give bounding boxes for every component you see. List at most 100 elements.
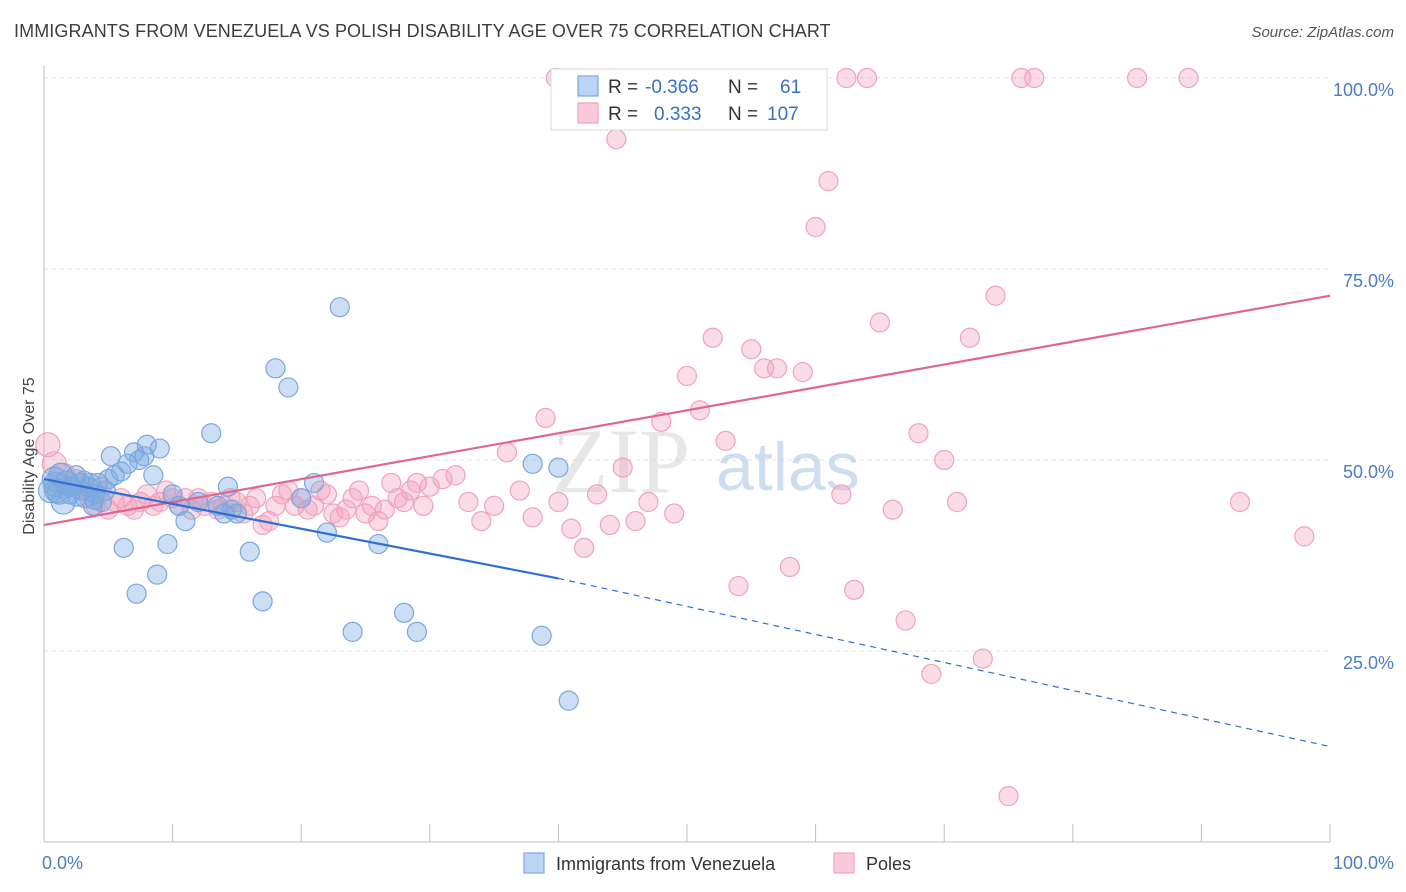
poles-point-103 [985,285,1006,306]
chart-title: IMMIGRANTS FROM VENEZUELA VS POLISH DISA… [14,21,831,41]
trend-line-poles [43,294,1331,527]
venezuela-point-25 [100,446,121,467]
venezuela-point-34 [149,438,170,459]
poles-point-57 [406,472,428,494]
venezuela-point-60 [558,690,579,711]
venezuela-point-56 [406,621,428,643]
poles-point-46 [336,499,357,520]
legend-n-label-2: N = [728,104,758,125]
poles-point-68 [535,407,556,429]
gridlines [44,77,1330,652]
poles-point-98 [921,663,942,685]
poles-point-75 [625,511,646,532]
venezuela-point-37 [175,511,196,532]
venezuela-point-33 [143,465,164,486]
poles-point-63 [471,511,492,532]
venezuela-point-39 [201,423,222,444]
poles-point-74 [612,457,633,478]
poles-point-86 [766,358,788,379]
poles-point-67 [522,507,543,528]
poles-point-48 [348,480,370,501]
venezuela-point-45 [252,591,273,612]
legend-box: R = -0.366 N = 61 R = 0.333 N = 107 [550,68,828,131]
poles-point-109 [1229,491,1251,513]
poles-point-91 [831,484,852,505]
y-tick-label-2: 75.0% [1343,271,1394,291]
poles-point-107 [1126,67,1148,89]
poles-point-60 [432,469,453,490]
legend-swatch-poles [577,102,599,124]
poles-point-69 [548,491,569,513]
poles-point-64 [484,495,505,516]
poles-point-0 [35,432,61,458]
watermark-zip: ZIP [552,410,690,512]
poles-point-101 [959,327,981,348]
poles-point-58 [413,495,434,516]
poles-point-97 [908,423,929,444]
poles-point-66 [509,480,530,501]
poles-point-61 [445,465,466,486]
poles-point-54 [387,488,408,509]
venezuela-point-44 [239,541,260,562]
bottom-legend-label-venezuela: Immigrants from Venezuela [556,854,776,874]
poles-point-70 [561,518,582,539]
venezuela-point-52 [329,297,350,318]
venezuela-point-26 [104,465,125,486]
poles-point-111 [606,129,627,150]
poles-point-59 [419,476,440,497]
poles-point-32 [246,488,267,509]
venezuela-point-62 [126,583,147,604]
poles-point-76 [638,491,659,513]
poles-point-72 [586,484,608,505]
poles-point-102 [972,648,993,669]
poles-point-65 [496,442,518,463]
trend-line-venezuela [43,478,559,580]
poles-point-100 [946,491,968,513]
venezuela-point-53 [342,621,363,643]
poles-point-90 [818,171,839,192]
poles-point-52 [374,499,395,520]
legend-r-value-poles: 0.333 [654,104,702,125]
poles-point-73 [599,514,620,536]
poles-point-99 [934,449,955,471]
y-tick-labels: 25.0% 50.0% 75.0% 100.0% [1333,80,1394,673]
poles-point-41 [303,495,325,516]
trend-lines [43,294,1331,748]
poles-point-95 [882,499,903,520]
poles-point-96 [895,610,916,631]
poles-point-53 [381,472,402,494]
poles-point-84 [741,339,762,360]
bottom-legend: Immigrants from Venezuela Poles [523,852,911,874]
poles-point-43 [316,484,338,505]
poles-point-71 [574,537,595,558]
venezuela-point-63 [147,564,168,585]
watermark-atlas: atlas [716,429,860,505]
legend-swatch-venezuela [577,75,599,97]
venezuela-point-47 [278,377,299,398]
poles-point-83 [728,575,749,597]
legend-r-value-venezuela: -0.366 [645,77,699,98]
trend-line-venezuela-extension [558,577,1331,748]
poles-point-93 [856,67,878,89]
poles-point-55 [393,491,415,513]
venezuela-point-59 [531,625,552,646]
venezuela-point-58 [548,457,569,478]
venezuela-point-31 [111,461,132,482]
venezuela-point-61 [113,537,134,558]
legend-n-value-venezuela: 61 [780,77,801,98]
poles-point-51 [368,511,389,532]
venezuela-point-20 [46,479,73,505]
y-tick-label-1: 50.0% [1343,462,1394,482]
bottom-legend-swatch-venezuela [523,852,545,874]
venezuela-point-64 [157,533,178,555]
poles-point-104 [998,786,1019,807]
poles-point-106 [1024,67,1045,89]
poles-point-92 [844,579,865,600]
poles-point-110 [1294,526,1315,547]
y-tick-label-3: 100.0% [1333,80,1394,100]
poles-point-62 [458,491,479,513]
poles-point-50 [361,495,383,516]
poles-point-44 [323,503,344,524]
x-tick-max: 100.0% [1333,853,1394,873]
poles-point-113 [836,67,857,89]
